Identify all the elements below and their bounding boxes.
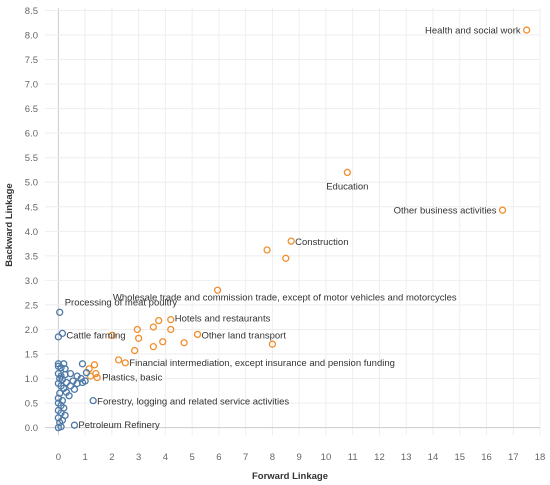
data-point-orange[interactable] — [167, 325, 175, 334]
data-point-orange[interactable] — [149, 323, 158, 331]
data-point-blue[interactable] — [89, 396, 97, 405]
y-axis-ticks: 0.0 0.5 1.0 1.5 2.0 2.5 3.0 3.5 4.0 4.5 5.0 5.5 6.0 6… — [25, 6, 38, 434]
point-annotation: Education — [326, 181, 368, 192]
point-annotation: Construction — [295, 237, 348, 248]
y-tick-label: 4.0 — [25, 227, 38, 238]
data-point-orange[interactable] — [108, 331, 116, 340]
point-annotation: Petroleum Refinery — [78, 420, 160, 431]
data-point-blue[interactable] — [66, 382, 75, 390]
x-tick-label: 0 — [56, 452, 61, 463]
data-point-orange[interactable] — [121, 359, 129, 367]
y-tick-label: 3.0 — [25, 276, 38, 287]
data-point-orange[interactable] — [90, 361, 99, 369]
data-point-orange[interactable] — [155, 316, 163, 325]
data-point-orange[interactable] — [180, 339, 188, 347]
y-tick-label: 2.0 — [25, 325, 38, 336]
x-tick-label: 8 — [270, 452, 275, 463]
x-tick-label: 9 — [297, 452, 302, 463]
y-tick-label: 5.5 — [25, 153, 38, 164]
data-point-orange[interactable] — [282, 254, 290, 262]
point-annotation: Forestry, logging and related service ac… — [97, 397, 289, 408]
y-tick-label: 1.0 — [25, 374, 38, 385]
x-tick-label: 11 — [348, 452, 358, 463]
data-point-orange[interactable] — [114, 356, 123, 364]
data-point-orange[interactable] — [167, 316, 175, 324]
data-point-orange[interactable] — [133, 325, 141, 334]
x-tick-label: 16 — [481, 452, 492, 463]
point-annotation: Cattle farming — [66, 330, 125, 341]
x-axis-title: Forward Linkage — [252, 471, 328, 482]
data-point-blue[interactable] — [58, 329, 67, 338]
y-tick-label: 8.0 — [25, 30, 38, 41]
x-tick-label: 6 — [216, 452, 221, 463]
data-point-blue[interactable] — [57, 364, 65, 372]
data-points — [54, 26, 531, 432]
data-point-blue[interactable] — [78, 378, 87, 387]
y-axis-title: Backward Linkage — [4, 183, 15, 266]
data-point-orange[interactable] — [134, 334, 143, 342]
y-tick-label: 7.5 — [25, 55, 38, 66]
gridlines — [45, 8, 541, 435]
data-point-blue[interactable] — [70, 421, 79, 429]
x-tick-label: 17 — [508, 452, 519, 463]
point-annotation: Hotels and restaurants — [175, 314, 271, 325]
y-tick-label: 0.5 — [25, 399, 38, 410]
x-tick-label: 12 — [374, 452, 385, 463]
y-tick-label: 6.0 — [25, 129, 38, 140]
x-tick-label: 2 — [109, 452, 114, 463]
y-tick-label: 1.5 — [25, 350, 38, 361]
data-point-orange[interactable] — [159, 338, 167, 346]
x-tick-label: 14 — [428, 452, 439, 463]
point-annotation: Health and social work — [425, 26, 521, 37]
y-tick-label: 7.0 — [25, 80, 38, 91]
annotations: Health and social work Education Other bus… — [65, 26, 521, 432]
point-annotation: Processing of meat poultry — [65, 297, 178, 308]
data-point-blue[interactable] — [56, 389, 64, 397]
x-tick-label: 3 — [136, 452, 141, 463]
point-annotation: Other land transport — [202, 330, 287, 341]
data-point-orange[interactable] — [130, 346, 139, 355]
data-point-orange[interactable] — [268, 340, 277, 348]
data-point-orange[interactable] — [193, 330, 202, 339]
y-tick-label: 6.5 — [25, 104, 38, 115]
data-point-orange[interactable] — [263, 246, 271, 254]
point-annotation: Wholesale trade and commission trade, ex… — [113, 292, 457, 303]
x-tick-label: 7 — [243, 452, 248, 463]
data-point-blue[interactable] — [78, 360, 87, 368]
x-tick-label: 13 — [401, 452, 412, 463]
data-point-orange[interactable] — [213, 286, 222, 294]
data-point-blue[interactable] — [54, 333, 63, 341]
y-tick-label: 8.5 — [25, 6, 38, 17]
data-point-blue[interactable] — [56, 308, 64, 316]
y-tick-label: 0.0 — [25, 423, 38, 434]
data-point-blue[interactable] — [66, 369, 75, 378]
data-point-orange[interactable] — [498, 206, 507, 214]
x-tick-label: 5 — [190, 452, 195, 463]
point-annotation: Plastics, basic — [102, 373, 162, 384]
y-tick-label: 4.5 — [25, 202, 38, 213]
x-tick-label: 18 — [535, 452, 546, 463]
point-annotation: Other business activities — [394, 206, 497, 217]
data-point-orange[interactable] — [93, 373, 101, 382]
point-annotation: Financial intermediation, except insuran… — [129, 358, 395, 369]
data-point-orange[interactable] — [149, 343, 158, 351]
y-tick-label: 5.0 — [25, 178, 38, 189]
data-point-blue[interactable] — [70, 385, 79, 394]
y-tick-label: 2.5 — [25, 300, 38, 311]
data-point-blue[interactable] — [65, 392, 73, 400]
y-tick-label: 3.5 — [25, 251, 38, 262]
data-point-orange[interactable] — [343, 168, 352, 177]
data-point-orange[interactable] — [287, 237, 295, 245]
data-point-blue[interactable] — [57, 423, 65, 431]
data-point-blue[interactable] — [82, 369, 91, 377]
x-tick-label: 4 — [163, 452, 168, 463]
x-tick-label: 1 — [82, 452, 87, 463]
x-tick-label: 10 — [321, 452, 332, 463]
data-point-orange[interactable] — [522, 26, 531, 34]
x-tick-label: 15 — [454, 452, 465, 463]
x-axis-ticks: 0 1 2 3 4 5 6 7 8 9 10 11 12 13 14 15 16 17 18 — [56, 452, 546, 463]
